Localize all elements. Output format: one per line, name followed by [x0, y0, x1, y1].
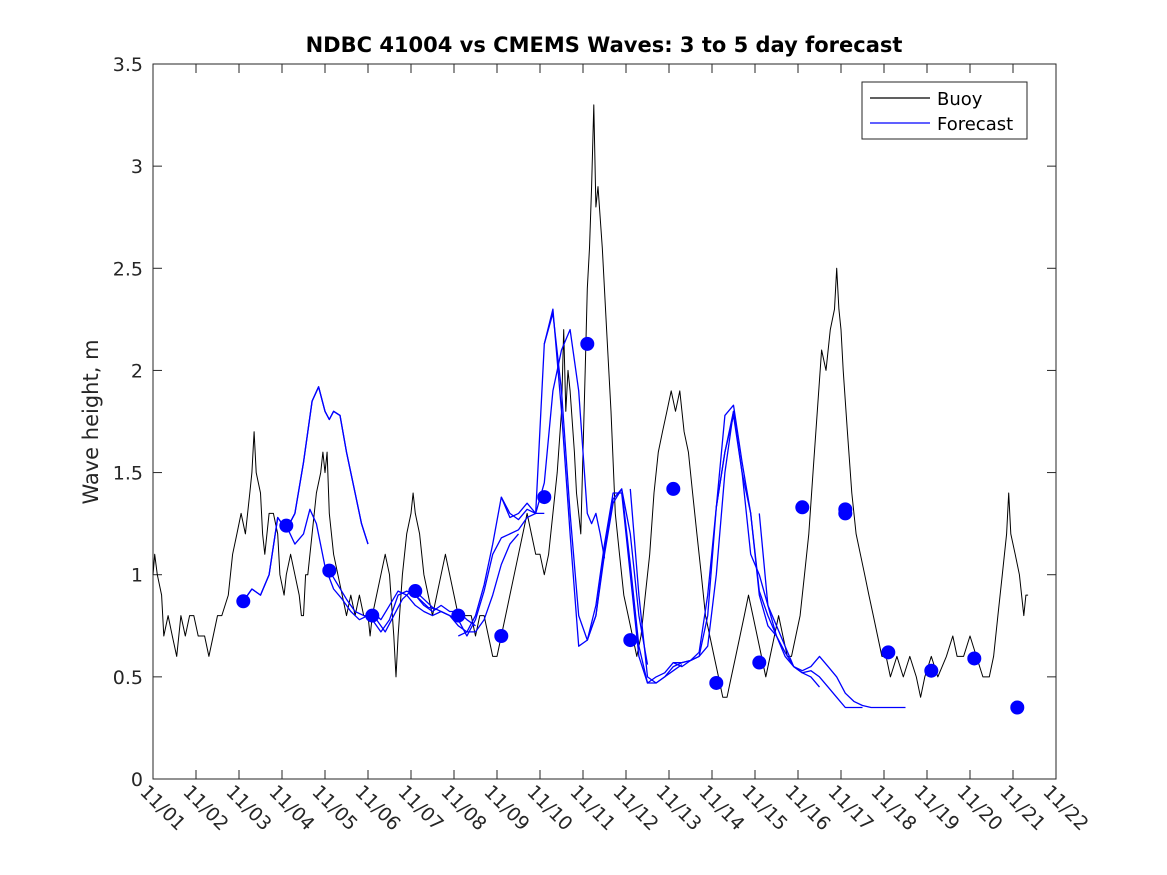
forecast-marker — [451, 608, 466, 623]
forecast-series-line — [715, 410, 863, 709]
plot-frame — [152, 63, 1057, 780]
marker-layer — [236, 336, 1025, 715]
forecast-marker — [537, 490, 552, 505]
y-tick-label: 2.5 — [113, 258, 143, 280]
y-tick-label: 2 — [131, 360, 143, 382]
forecast-marker — [236, 594, 251, 609]
forecast-series-line — [758, 513, 906, 709]
forecast-marker — [709, 675, 724, 690]
forecast-marker — [881, 645, 896, 660]
y-tick-label: 3.5 — [113, 54, 143, 76]
y-axis: 0 0.5 1 1.5 2 2.5 3 3.5 — [113, 54, 1056, 791]
forecast-marker — [1010, 700, 1025, 715]
forecast-series-line — [458, 328, 606, 637]
forecast-marker — [623, 633, 638, 648]
forecast-marker — [967, 651, 982, 666]
y-tick-label: 0.5 — [113, 667, 143, 689]
buoy-series-line — [152, 104, 1029, 698]
legend-box — [861, 81, 1028, 140]
forecast-marker — [322, 563, 337, 578]
forecast-marker — [924, 663, 939, 678]
forecast-series-line — [414, 512, 545, 637]
forecast-marker — [666, 481, 681, 496]
forecast-marker — [279, 518, 294, 533]
forecast-marker — [752, 655, 767, 670]
forecast-series-line — [242, 386, 369, 602]
y-axis-label: Wave height, m — [79, 339, 103, 504]
legend: Buoy Forecast — [861, 81, 1028, 140]
y-tick-label: 1 — [131, 565, 143, 587]
forecast-marker — [795, 500, 810, 515]
forecast-marker — [494, 629, 509, 643]
y-tick-label: 3 — [131, 156, 143, 178]
series-layer — [152, 104, 1029, 709]
forecast-series-line — [586, 411, 735, 684]
forecast-marker — [408, 584, 423, 599]
y-tick-label: 1.5 — [113, 463, 143, 485]
legend-label: Buoy — [937, 89, 983, 110]
y-tick-label: 0 — [131, 769, 143, 791]
forecast-marker — [365, 608, 380, 623]
forecast-marker — [838, 506, 853, 521]
legend-label: Forecast — [937, 114, 1013, 135]
chart-title: NDBC 41004 vs CMEMS Waves: 3 to 5 day fo… — [306, 33, 903, 57]
forecast-marker — [580, 336, 595, 351]
plot-area — [152, 63, 1057, 780]
